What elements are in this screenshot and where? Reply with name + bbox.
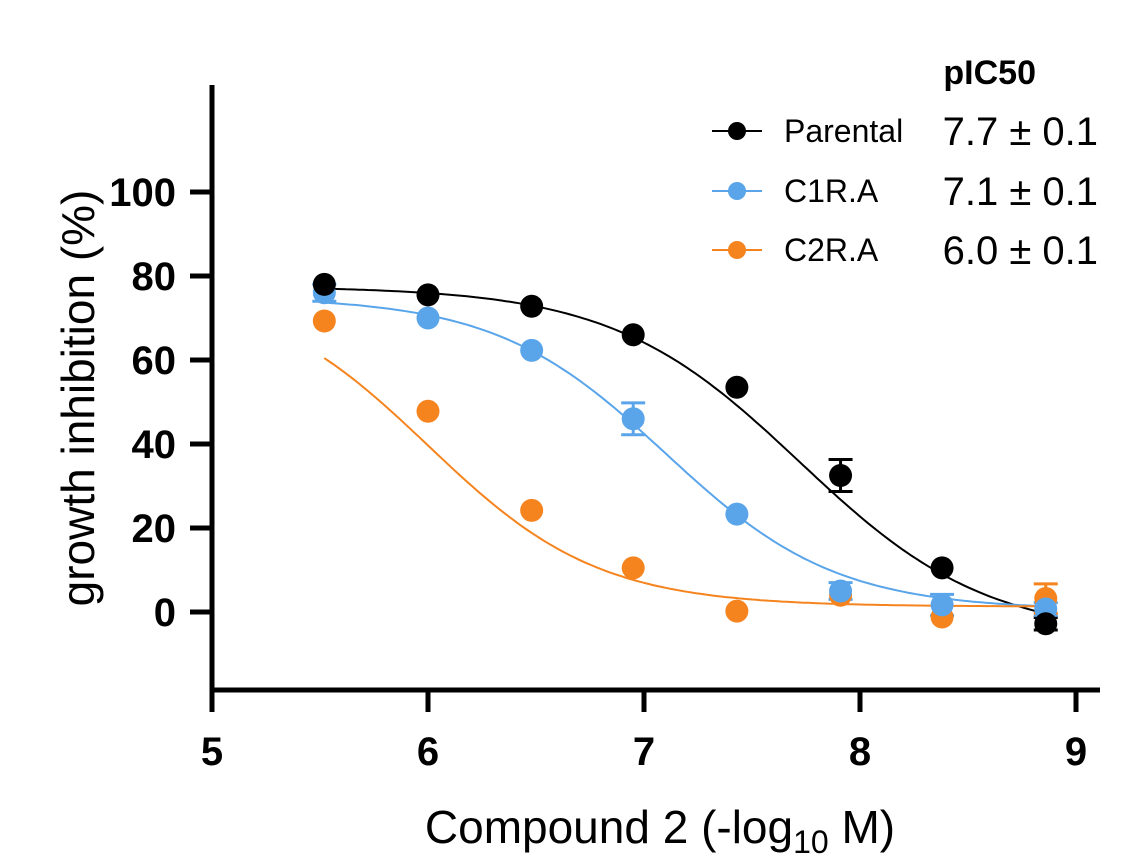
data-point-c1r-a <box>930 593 954 617</box>
y-tick-label: 100 <box>109 171 176 215</box>
data-point-parental <box>520 294 544 318</box>
legend: pIC50 Parental 7.7 ± 0.1 C1R.A 7.1 ± 0.1 C2R… <box>712 54 1098 273</box>
x-tick-label: 9 <box>1065 730 1087 774</box>
data-point-c2r-a <box>312 309 336 333</box>
y-tick-label: 40 <box>132 423 177 467</box>
legend-marker <box>728 122 746 140</box>
legend-label: Parental <box>784 113 903 149</box>
fit-curves <box>323 287 1047 615</box>
fit-curve-c2r-a <box>323 357 1046 608</box>
legend-pic50-value: 7.7 ± 0.1 <box>943 110 1098 154</box>
data-point-c2r-a <box>725 599 749 623</box>
legend-marker <box>728 241 746 259</box>
x-axis-title-subscript: 10 <box>793 824 829 860</box>
data-point-c1r-a <box>416 306 440 330</box>
data-point-c1r-a <box>829 579 853 603</box>
data-points <box>312 272 1058 636</box>
data-point-c1r-a <box>621 407 645 431</box>
x-tick-label: 8 <box>849 730 871 774</box>
x-tick-label: 6 <box>417 730 439 774</box>
y-tick-label: 80 <box>132 255 177 299</box>
legend-pic50-value: 7.1 ± 0.1 <box>943 170 1098 214</box>
data-point-c1r-a <box>725 502 749 526</box>
x-tick-label: 7 <box>633 730 655 774</box>
axes: 0 20 40 60 80 100 5 6 7 8 9 <box>109 85 1100 774</box>
x-axis-title-main: Compound 2 (-log <box>425 801 793 853</box>
fit-curve-parental <box>324 287 1047 615</box>
x-ticks: 5 6 7 8 9 <box>201 690 1087 774</box>
data-point-c2r-a <box>416 399 440 423</box>
x-axis-title-suffix: M) <box>829 801 895 853</box>
legend-label: C2R.A <box>784 232 879 268</box>
fit-curve-c1r-a <box>324 301 1046 608</box>
data-point-parental <box>416 283 440 307</box>
y-tick-label: 60 <box>132 339 177 383</box>
y-tick-label: 0 <box>154 591 176 635</box>
data-point-c1r-a <box>520 338 544 362</box>
data-point-parental <box>829 464 853 487</box>
legend-header: pIC50 <box>943 54 1036 92</box>
data-point-parental <box>725 375 749 399</box>
legend-pic50-value: 6.0 ± 0.1 <box>943 229 1098 273</box>
legend-marker <box>728 182 746 200</box>
x-tick-label: 5 <box>201 730 223 774</box>
data-point-parental <box>1034 612 1058 636</box>
data-point-c2r-a <box>621 556 645 580</box>
y-ticks: 0 20 40 60 80 100 <box>109 171 212 635</box>
data-point-parental <box>312 272 336 296</box>
y-tick-label: 20 <box>132 507 177 551</box>
data-point-c2r-a <box>520 498 544 522</box>
data-point-parental <box>621 323 645 347</box>
y-axis-title: growth inhibition (%) <box>52 190 104 607</box>
legend-label: C1R.A <box>784 173 879 209</box>
x-axis-title: Compound 2 (-log10 M) <box>425 801 895 860</box>
data-point-parental <box>930 556 954 580</box>
